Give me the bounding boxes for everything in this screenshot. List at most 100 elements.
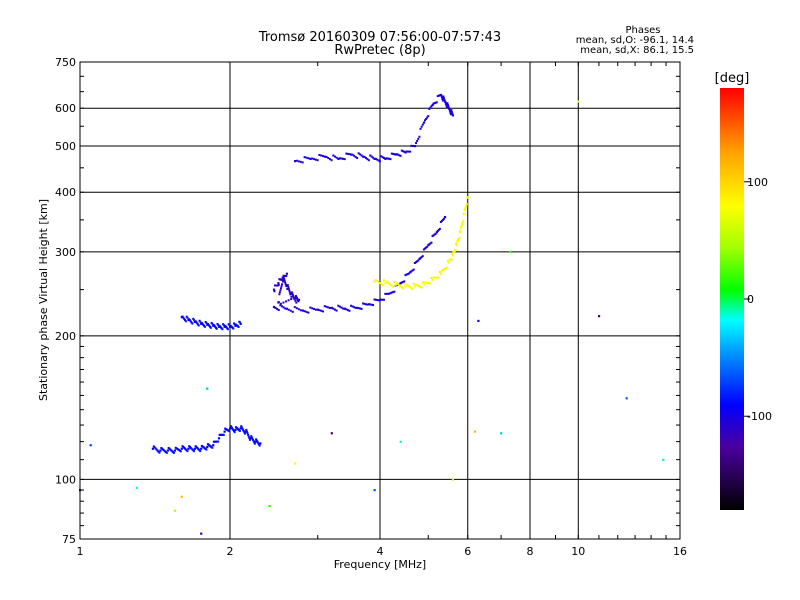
data-point — [413, 285, 417, 288]
data-point — [389, 283, 392, 286]
data-point — [314, 158, 317, 161]
data-point — [284, 307, 287, 310]
x-tick-label: 8 — [527, 545, 534, 558]
data-point — [410, 144, 413, 147]
data-point — [279, 302, 282, 305]
data-point — [455, 244, 458, 247]
data-point — [363, 155, 366, 158]
data-point — [337, 304, 340, 307]
data-point — [409, 286, 412, 289]
data-point — [314, 308, 317, 311]
data-point — [399, 440, 402, 443]
data-point — [363, 302, 366, 305]
data-point — [426, 116, 429, 119]
data-point — [464, 206, 467, 209]
data-point — [425, 281, 428, 284]
data-point — [307, 157, 310, 160]
data-point — [421, 281, 424, 284]
data-point — [405, 283, 408, 286]
data-point — [283, 277, 286, 280]
data-point — [330, 159, 333, 162]
data-point — [441, 97, 444, 100]
data-point — [379, 298, 382, 301]
data-point — [191, 322, 194, 325]
data-point — [205, 321, 208, 324]
data-point — [250, 436, 253, 439]
data-point — [411, 144, 414, 147]
data-point — [364, 156, 367, 159]
data-point — [369, 303, 372, 306]
data-point — [293, 462, 297, 465]
data-point — [381, 298, 384, 301]
data-point — [386, 292, 389, 295]
data-point — [380, 298, 383, 301]
data-point — [217, 437, 221, 440]
data-point — [342, 157, 345, 160]
data-point — [445, 104, 448, 107]
data-point — [373, 280, 376, 283]
data-point — [184, 319, 187, 322]
data-point — [328, 306, 331, 309]
data-point — [473, 430, 477, 433]
x-tick-label: 1 — [77, 545, 84, 558]
data-point — [223, 430, 226, 433]
data-point — [460, 224, 463, 227]
data-point — [239, 322, 242, 325]
colorbar-tick-label: -100 — [747, 410, 772, 423]
y-tick-label: 200 — [55, 330, 76, 343]
data-point — [366, 303, 369, 306]
data-point — [369, 154, 372, 157]
data-point — [418, 257, 421, 261]
data-point — [443, 215, 447, 219]
data-point — [277, 283, 280, 286]
data-point — [442, 97, 445, 100]
data-point — [232, 429, 235, 432]
data-point — [188, 318, 191, 321]
data-point — [244, 430, 247, 433]
data-point — [240, 425, 243, 428]
data-point — [404, 285, 407, 288]
data-point — [333, 155, 336, 158]
data-point — [405, 150, 408, 153]
x-axis-label: Frequency [MHz] — [334, 558, 426, 571]
data-point — [189, 320, 192, 323]
data-point — [418, 135, 421, 138]
data-point — [395, 282, 398, 285]
data-point — [450, 109, 453, 112]
data-point — [403, 282, 406, 285]
data-point — [439, 221, 442, 224]
data-point — [449, 111, 452, 114]
data-point — [446, 102, 449, 105]
data-point — [500, 432, 503, 435]
data-point — [438, 227, 441, 230]
data-point — [255, 438, 258, 441]
data-point — [404, 151, 407, 154]
data-point — [353, 306, 356, 309]
data-point — [446, 260, 449, 263]
data-point — [410, 270, 413, 273]
data-point — [340, 306, 343, 309]
data-point — [184, 320, 187, 323]
data-point — [399, 285, 402, 288]
data-point — [451, 112, 454, 115]
data-point — [299, 160, 302, 163]
data-point — [332, 154, 335, 157]
data-point — [332, 307, 335, 310]
data-point — [431, 278, 434, 282]
data-point — [382, 298, 385, 301]
data-point — [231, 428, 234, 431]
data-point — [381, 156, 384, 159]
data-point — [279, 289, 282, 292]
data-point — [318, 309, 321, 312]
data-point — [311, 157, 314, 160]
data-point — [348, 153, 351, 156]
data-point — [228, 430, 231, 433]
data-point — [179, 450, 182, 453]
data-point — [444, 101, 447, 104]
data-point — [286, 284, 289, 287]
data-point — [338, 157, 341, 160]
data-point — [186, 316, 189, 319]
data-point — [305, 310, 308, 313]
data-point — [159, 449, 162, 452]
data-point — [377, 299, 380, 302]
